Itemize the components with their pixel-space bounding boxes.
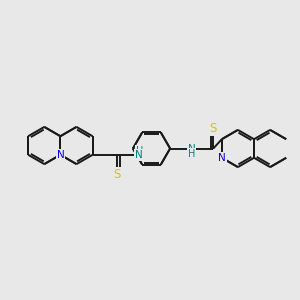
Text: S: S	[113, 168, 121, 181]
Text: N: N	[218, 153, 226, 163]
Text: N: N	[135, 150, 143, 160]
Text: H: H	[188, 148, 195, 159]
Text: S: S	[210, 122, 217, 135]
Text: N: N	[56, 150, 64, 160]
Text: N: N	[188, 143, 196, 154]
Text: H: H	[136, 146, 143, 156]
